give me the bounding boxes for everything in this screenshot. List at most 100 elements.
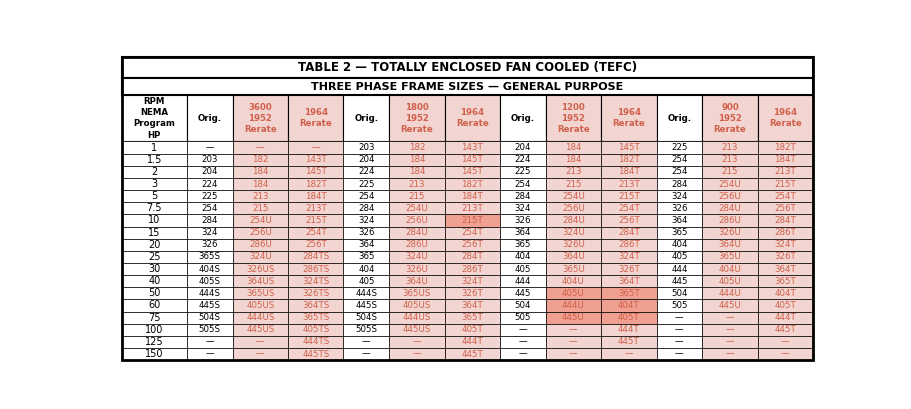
Bar [444, 154, 499, 166]
Bar [187, 202, 232, 214]
Bar [701, 251, 757, 263]
Text: 182: 182 [251, 155, 269, 164]
Bar [600, 239, 656, 251]
Bar [499, 142, 545, 154]
Text: 405T: 405T [618, 313, 639, 322]
Text: 3600
1952
Rerate: 3600 1952 Rerate [244, 103, 276, 134]
Text: 284U: 284U [561, 216, 584, 225]
Text: 364U: 364U [405, 277, 428, 286]
Bar [757, 142, 813, 154]
Bar [187, 348, 232, 360]
Text: 2: 2 [151, 167, 158, 177]
Text: 184T: 184T [773, 155, 795, 164]
Bar [121, 324, 187, 336]
Bar [757, 336, 813, 348]
Bar [389, 202, 444, 214]
Text: —: — [205, 143, 214, 152]
Bar [656, 299, 701, 312]
Bar [757, 190, 813, 202]
Text: 444T: 444T [773, 313, 795, 322]
Text: 444U: 444U [718, 289, 741, 298]
Bar [232, 336, 288, 348]
Text: 286T: 286T [618, 240, 639, 249]
Bar [389, 312, 444, 324]
Bar [121, 275, 187, 287]
Bar [444, 142, 499, 154]
Bar [444, 287, 499, 299]
Bar [656, 251, 701, 263]
Bar [545, 299, 600, 312]
Text: 445T: 445T [461, 350, 483, 359]
Text: —: — [205, 337, 214, 346]
Text: 225: 225 [670, 143, 687, 152]
Bar [545, 275, 600, 287]
Text: 286U: 286U [249, 240, 271, 249]
Bar [288, 166, 343, 178]
Bar [288, 336, 343, 348]
Bar [444, 263, 499, 275]
Text: 326T: 326T [461, 289, 483, 298]
Text: 215: 215 [408, 192, 425, 201]
Bar [545, 287, 600, 299]
Bar [701, 178, 757, 190]
Text: 365T: 365T [461, 313, 483, 322]
Bar [757, 202, 813, 214]
Text: —: — [725, 313, 733, 322]
Bar [600, 275, 656, 287]
Text: 405S: 405S [199, 277, 220, 286]
Bar [701, 287, 757, 299]
Bar [121, 299, 187, 312]
Text: 254U: 254U [249, 216, 271, 225]
Text: 182T: 182T [618, 155, 639, 164]
Bar [232, 239, 288, 251]
Text: RPM
NEMA
Program
HP: RPM NEMA Program HP [133, 97, 175, 139]
Bar [121, 336, 187, 348]
Text: 444: 444 [514, 277, 530, 286]
Bar [343, 263, 389, 275]
Bar [499, 299, 545, 312]
Text: 364T: 364T [773, 265, 795, 274]
Bar [757, 275, 813, 287]
Bar [343, 287, 389, 299]
Text: 145T: 145T [461, 167, 483, 176]
Text: 324: 324 [670, 192, 687, 201]
Bar [389, 275, 444, 287]
Text: 326T: 326T [773, 252, 795, 261]
Text: 364: 364 [358, 240, 374, 249]
Text: 405TS: 405TS [302, 325, 329, 334]
Bar [343, 190, 389, 202]
Text: 213: 213 [721, 143, 737, 152]
Text: 213: 213 [408, 180, 425, 189]
Bar [701, 299, 757, 312]
Text: —: — [362, 350, 370, 359]
Text: 444US: 444US [403, 313, 431, 322]
Bar [232, 227, 288, 239]
Bar [121, 190, 187, 202]
Text: —: — [674, 350, 683, 359]
Bar [656, 287, 701, 299]
Bar [232, 324, 288, 336]
Text: 365: 365 [358, 252, 374, 261]
Bar [389, 142, 444, 154]
Bar [757, 348, 813, 360]
Bar [121, 227, 187, 239]
Bar [757, 299, 813, 312]
Text: 404: 404 [358, 265, 374, 274]
Bar [389, 227, 444, 239]
Bar [656, 239, 701, 251]
Bar [600, 178, 656, 190]
Text: 404U: 404U [718, 265, 741, 274]
Bar [757, 324, 813, 336]
Bar [232, 95, 288, 142]
Text: 284: 284 [514, 192, 530, 201]
Bar [701, 202, 757, 214]
Text: 15: 15 [148, 227, 160, 238]
Text: 213T: 213T [461, 204, 483, 213]
Text: 326US: 326US [246, 265, 274, 274]
Text: 326TS: 326TS [302, 289, 329, 298]
Bar [656, 312, 701, 324]
Bar [545, 178, 600, 190]
Bar [187, 142, 232, 154]
Bar [600, 95, 656, 142]
Text: 203: 203 [358, 143, 374, 152]
